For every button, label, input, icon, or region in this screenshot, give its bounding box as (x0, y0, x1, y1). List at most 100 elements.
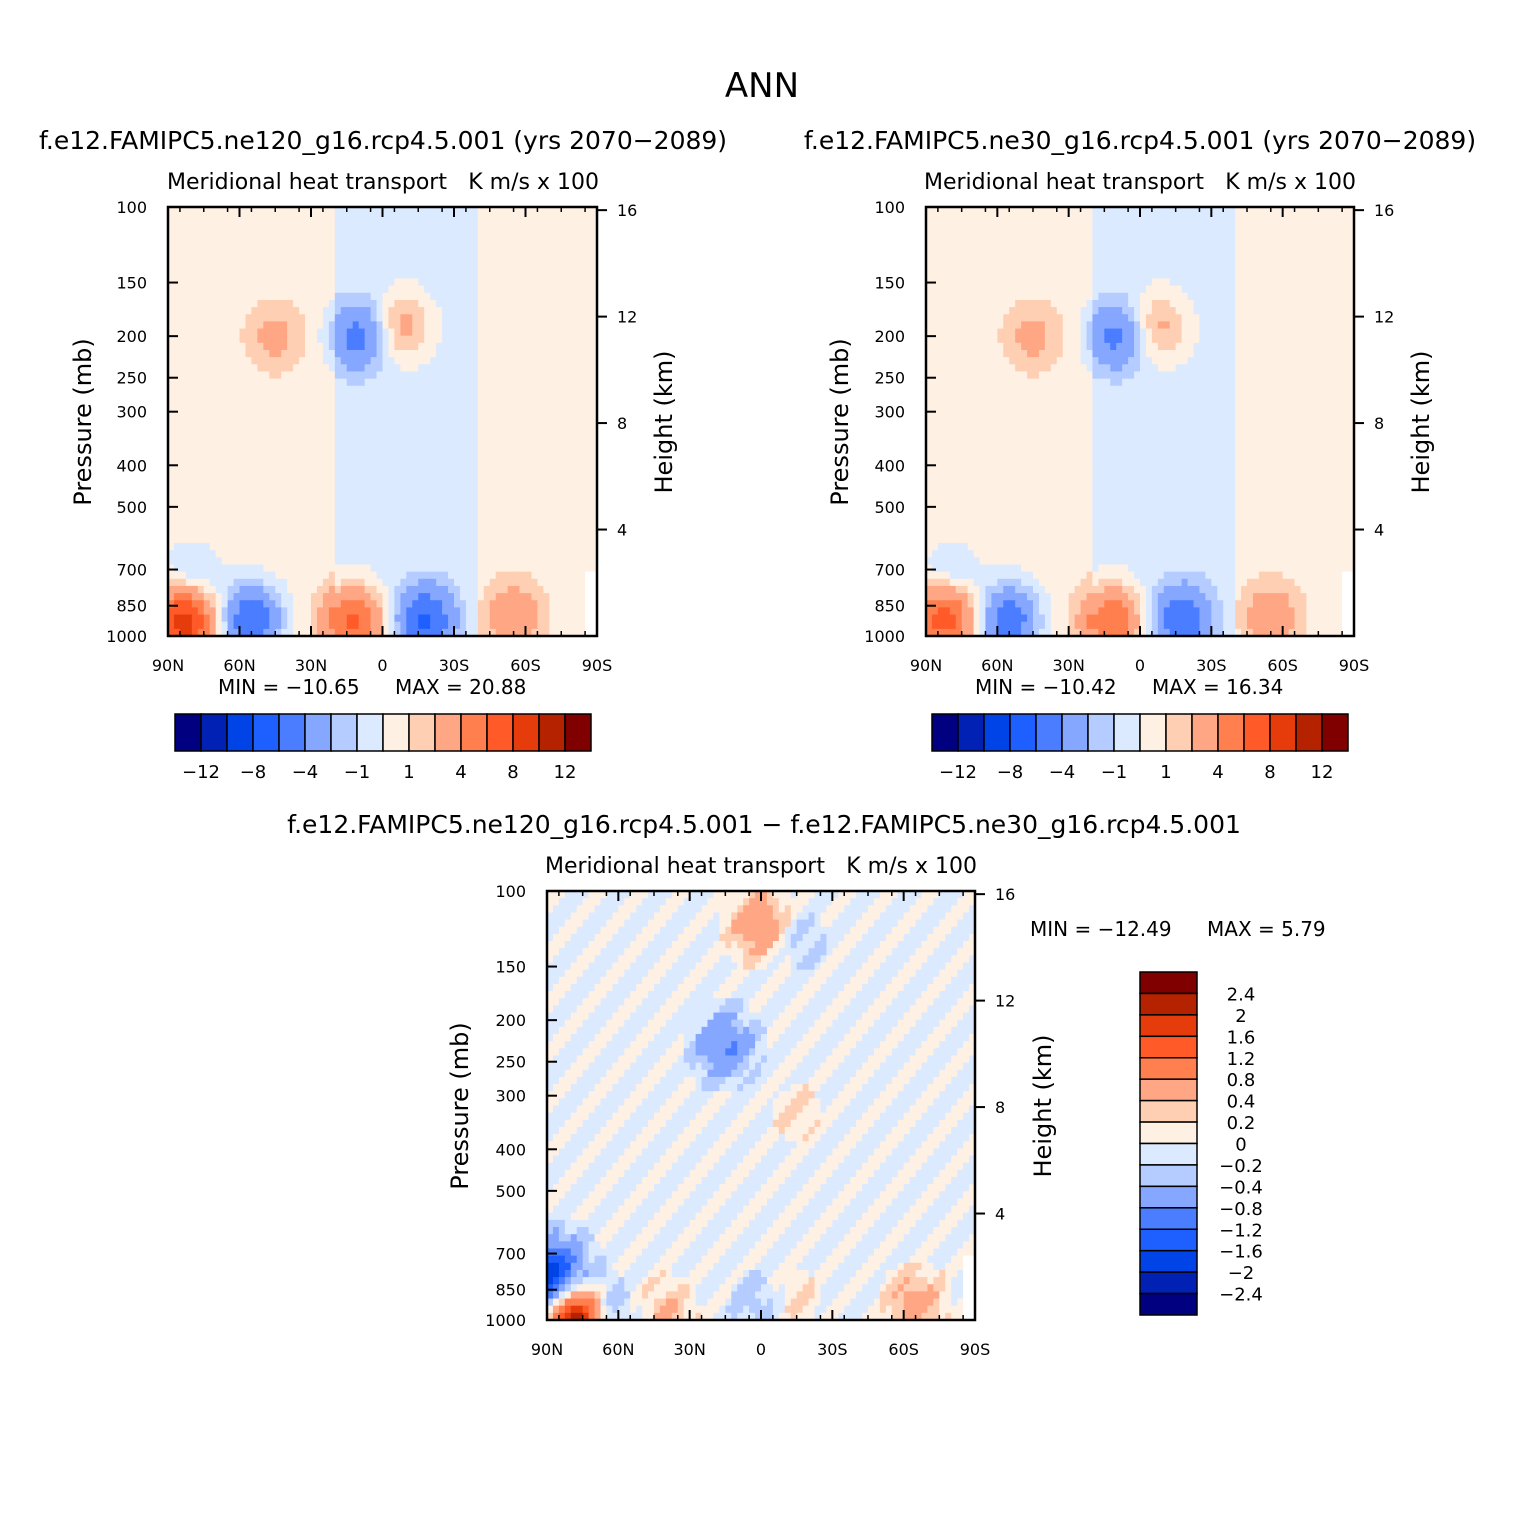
heatmap-cell (275, 435, 282, 444)
heatmap-cell (471, 407, 479, 415)
heatmap-cell (311, 500, 318, 508)
heatmap-cell (1104, 221, 1111, 229)
heatmap-cell (549, 585, 556, 594)
heatmap-cell (233, 621, 240, 630)
heatmap-cell (436, 571, 443, 580)
heatmap-cell (442, 350, 449, 358)
heatmap-cell (322, 478, 330, 487)
heatmap-cell (483, 285, 491, 294)
heatmap-cell (281, 607, 288, 616)
heatmap-cell (233, 500, 240, 508)
heatmap-cell (573, 350, 580, 358)
colorbar-box (174, 713, 202, 752)
heatmap-cell (1116, 249, 1123, 258)
heatmap-cell (293, 535, 300, 544)
heatmap-cell (477, 214, 485, 222)
heatmap-cell (519, 278, 526, 287)
heatmap-cell (1270, 242, 1278, 251)
heatmap-cell (459, 299, 467, 308)
heatmap-cell (168, 557, 175, 565)
heatmap-cell (412, 292, 419, 301)
heatmap-cell (251, 235, 258, 244)
heatmap-cell (257, 221, 264, 229)
heatmap-cell (352, 428, 360, 437)
heatmap-cell (507, 207, 515, 215)
heatmap-cell (985, 257, 992, 265)
heatmap-cell (537, 350, 544, 358)
heatmap-cell (585, 493, 592, 501)
heatmap-cell (406, 600, 413, 608)
heatmap-cell (400, 521, 407, 530)
heatmap-cell (489, 228, 497, 237)
heatmap-cell (591, 242, 598, 251)
heatmap-cell (519, 550, 526, 558)
heatmap-cell (173, 442, 181, 451)
heatmap-cell (1235, 214, 1242, 222)
heatmap-cell (179, 285, 187, 294)
heatmap-cell (293, 235, 300, 244)
heatmap-cell (471, 335, 479, 344)
heatmap-cell (346, 450, 354, 458)
heatmap-cell (1276, 214, 1284, 222)
heatmap-cell (1151, 214, 1159, 222)
heatmap-cell (275, 557, 282, 565)
heatmap-cell (227, 435, 235, 444)
heatmap-cell (489, 321, 497, 330)
heatmap-cell (311, 278, 318, 287)
heatmap-cell (275, 457, 282, 465)
heatmap-cell (221, 321, 229, 330)
heatmap-cell (245, 428, 252, 437)
heatmap-cell (376, 328, 383, 337)
heatmap-cell (394, 385, 401, 394)
heatmap-cell (394, 214, 401, 222)
heatmap-cell (519, 593, 526, 601)
heatmap-cell (358, 421, 366, 430)
heatmap-cell (328, 249, 336, 258)
heatmap-cell (382, 514, 389, 523)
heatmap-cell (227, 249, 235, 258)
heatmap-cell (561, 450, 568, 458)
heatmap-cell (287, 364, 294, 372)
heatmap-cell (430, 428, 437, 437)
heatmap-cell (191, 578, 199, 587)
heatmap-cell (245, 314, 252, 322)
heatmap-cell (519, 564, 526, 573)
heatmap-cell (573, 228, 580, 237)
heatmap-cell (364, 564, 372, 573)
heatmap-cell (543, 292, 550, 301)
heatmap-cell (168, 478, 175, 487)
heatmap-cell (531, 628, 538, 637)
heatmap-cell (281, 321, 288, 330)
heatmap-cell (555, 357, 562, 365)
heatmap-cell (1044, 257, 1052, 265)
heatmap-cell (305, 292, 312, 301)
heatmap-cell (448, 464, 455, 473)
heatmap-cell (370, 385, 378, 394)
heatmap-cell (376, 521, 383, 530)
heatmap-cell (275, 514, 282, 523)
heatmap-cell (239, 249, 246, 258)
heatmap-cell (1092, 235, 1099, 244)
heatmap-cell (322, 285, 330, 294)
heatmap-cell (370, 350, 378, 358)
heatmap-cell (513, 328, 521, 337)
heatmap-cell (412, 442, 419, 451)
heatmap-cell (185, 257, 193, 265)
heatmap-cell (269, 557, 276, 565)
heatmap-cell (191, 314, 199, 322)
heatmap-cell (967, 214, 975, 222)
heatmap-cell (305, 314, 312, 322)
heatmap-cell (334, 385, 342, 394)
heatmap-cell (495, 621, 503, 630)
heatmap-cell (483, 378, 491, 387)
heatmap-cell (215, 371, 223, 380)
heatmap-cell (412, 249, 419, 258)
heatmap-cell (275, 299, 282, 308)
heatmap-cell (191, 428, 199, 437)
heatmap-cell (537, 228, 544, 237)
heatmap-cell (388, 543, 395, 551)
heatmap-cell (376, 485, 383, 494)
heatmap-cell (233, 392, 240, 401)
heatmap-cell (555, 628, 562, 637)
heatmap-cell (328, 478, 336, 487)
